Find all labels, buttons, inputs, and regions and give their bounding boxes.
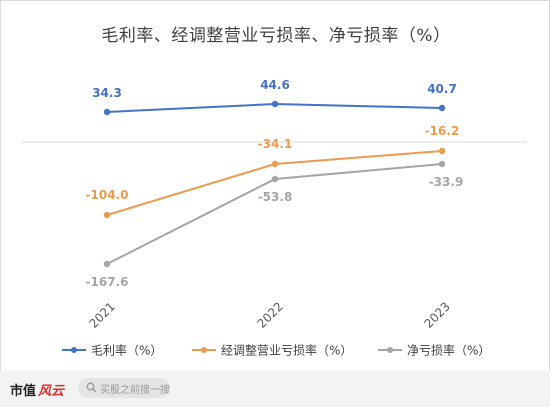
legend-marker: [71, 347, 77, 353]
data-label: -104.0: [86, 188, 129, 202]
search-box[interactable]: 买股之前搜一搜: [78, 378, 170, 398]
data-label: 40.7: [427, 82, 457, 96]
series-2: -104.0 -34.1 -16.2: [86, 124, 460, 219]
search-icon: [86, 382, 97, 393]
data-label: -34.1: [258, 137, 293, 151]
data-point: [438, 104, 446, 112]
legend-label: 毛利率（%）: [91, 343, 162, 358]
data-label: -53.8: [258, 190, 293, 204]
data-label: 44.6: [260, 78, 290, 92]
brand-logo: 市值 风云: [10, 380, 64, 399]
series-3: -167.6 -53.8 -33.9: [86, 160, 464, 289]
chart-card: 毛利率、经调整营业亏损率、净亏损率（%）: [0, 0, 550, 372]
series-line: [106, 150, 443, 216]
footer-bar: 市值 风云 买股之前搜一搜: [0, 371, 550, 407]
legend-label: 净亏损率（%）: [407, 343, 490, 358]
brand-mark: 风云: [38, 384, 65, 399]
data-label: -33.9: [429, 175, 464, 189]
x-tick-label: 2023: [421, 299, 452, 330]
data-point: [271, 175, 279, 183]
data-point: [103, 108, 111, 116]
legend-label: 经调整营业亏损率（%）: [221, 343, 352, 358]
legend-item: 经调整营业亏损率（%）: [192, 343, 352, 358]
brand-name: 市值: [10, 384, 37, 399]
data-label: -16.2: [425, 124, 460, 138]
data-point: [103, 211, 111, 219]
data-point: [271, 160, 279, 168]
search-placeholder: 买股之前搜一搜: [100, 385, 170, 396]
data-label: -167.6: [86, 275, 129, 289]
x-tick-label: 2021: [86, 299, 117, 330]
series-1: 34.3 44.6 40.7: [92, 78, 457, 116]
chart-title: 毛利率、经调整营业亏损率、净亏损率（%）: [101, 26, 451, 46]
data-point: [438, 147, 446, 155]
legend-marker: [201, 347, 207, 353]
x-tick-label: 2022: [254, 299, 285, 330]
line-chart: 34.344.6 40.7-104.0-34.1-16.2-167.6-53.8-…: [22, 78, 527, 358]
data-point: [438, 160, 446, 168]
data-label: 34.3: [92, 86, 122, 100]
legend-item: 毛利率（%）: [62, 343, 162, 358]
data-point: [271, 100, 279, 108]
data-point: [103, 260, 111, 268]
legend-item: 净亏损率（%）: [378, 343, 490, 358]
legend-marker: [387, 347, 393, 353]
